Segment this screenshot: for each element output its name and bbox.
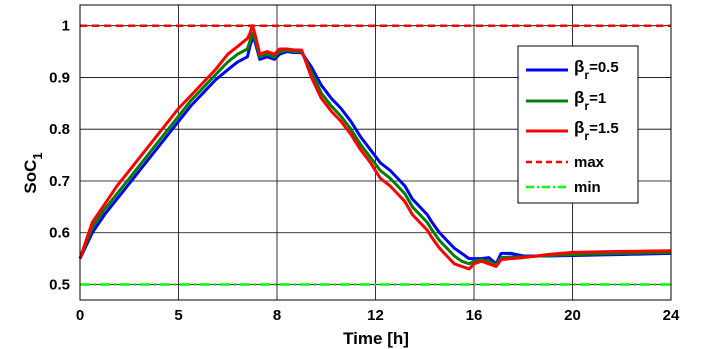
series-line-2 [78, 32, 672, 267]
plot-frame [79, 4, 672, 301]
legend: βr=0.5 βr=1 βr=1.5 max min [517, 45, 639, 204]
y-axis-title-group: SoC1 [21, 152, 45, 193]
x-tick-label: 16 [466, 307, 483, 324]
series-line-3 [78, 24, 672, 271]
y-axis-title-sub: 1 [30, 152, 45, 159]
y-tick-label: 0.9 [49, 69, 70, 86]
ticks: 0 5 8 12 16 20 24 0.5 0.6 0.7 0.8 0.9 1 [49, 18, 680, 324]
legend-label: βr=1.5 [574, 118, 619, 143]
x-tick-label: 0 [76, 307, 84, 324]
y-tick-label: 0.5 [49, 276, 70, 293]
legend-label: βr=1 [574, 88, 606, 113]
legend-label: max [574, 154, 605, 171]
y-axis-title: SoC1 [21, 152, 45, 193]
series-group [78, 24, 672, 271]
x-tick-label: 8 [273, 307, 281, 324]
y-axis-title-main: SoC [21, 160, 40, 194]
x-tick-label: 24 [663, 307, 680, 324]
reference-lines [80, 24, 671, 286]
legend-label: βr=0.5 [574, 57, 619, 82]
y-tick-label: 0.8 [49, 121, 70, 138]
legend-box [517, 45, 639, 204]
x-tick-label: 5 [174, 307, 182, 324]
x-tick-label: 12 [367, 307, 384, 324]
x-tick-label: 20 [564, 307, 581, 324]
y-tick-label: 0.6 [49, 225, 70, 242]
x-axis-title: Time [h] [343, 329, 409, 348]
y-tick-label: 0.7 [49, 173, 70, 190]
legend-label: min [574, 179, 601, 196]
y-tick-label: 1 [62, 18, 70, 35]
